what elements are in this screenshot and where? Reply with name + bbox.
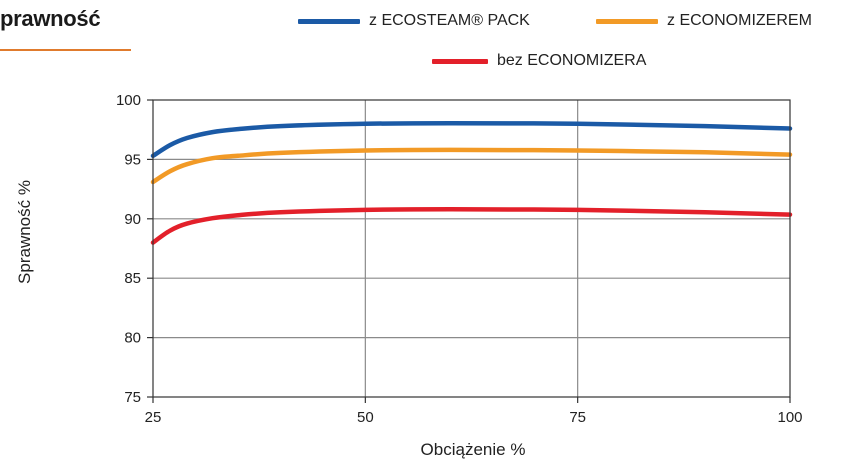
series-line-2 bbox=[150, 207, 793, 245]
plot-frame bbox=[152, 99, 791, 398]
legend-item-bez-economizera: bez ECONOMIZERA bbox=[432, 51, 646, 71]
y-tick-label-95: 95 bbox=[124, 151, 141, 168]
y-tick-label-75: 75 bbox=[124, 389, 141, 406]
x-tick-labels: 25 50 75 100 bbox=[145, 409, 803, 426]
y-tick-label-85: 85 bbox=[124, 270, 141, 287]
x-tick-label-75: 75 bbox=[569, 409, 586, 426]
chart-series bbox=[150, 120, 793, 245]
y-tick-label-80: 80 bbox=[124, 330, 141, 347]
title-underline bbox=[0, 49, 131, 51]
chart-frame bbox=[147, 99, 791, 403]
x-tick-label-100: 100 bbox=[777, 409, 802, 426]
y-axis-label: Sprawność % bbox=[15, 180, 34, 284]
legend-label-ecosteam-pack: z ECOSTEAM® PACK bbox=[369, 12, 530, 29]
x-tick-label-50: 50 bbox=[357, 409, 374, 426]
legend-swatch-z-economizerem bbox=[596, 18, 658, 24]
series-line-0 bbox=[150, 120, 793, 159]
legend-swatch-bez-economizera bbox=[432, 58, 488, 64]
series-line-1 bbox=[150, 147, 793, 185]
legend-label-z-economizerem: z ECONOMIZEREM bbox=[667, 12, 812, 29]
legend-label-bez-economizera: bez ECONOMIZERA bbox=[497, 52, 647, 69]
y-tick-label-100: 100 bbox=[116, 92, 141, 109]
legend-item-ecosteam-pack: z ECOSTEAM® PACK bbox=[298, 11, 530, 31]
page-title: prawność bbox=[0, 6, 101, 31]
y-tick-label-90: 90 bbox=[124, 211, 141, 228]
x-tick-label-25: 25 bbox=[145, 409, 162, 426]
legend-swatch-ecosteam-pack bbox=[298, 18, 360, 24]
legend-item-z-economizerem: z ECONOMIZEREM bbox=[596, 11, 812, 31]
chart-grid bbox=[153, 100, 790, 397]
y-tick-labels: 75 80 85 90 95 100 bbox=[116, 92, 141, 406]
x-axis-label: Obciążenie % bbox=[421, 440, 526, 459]
